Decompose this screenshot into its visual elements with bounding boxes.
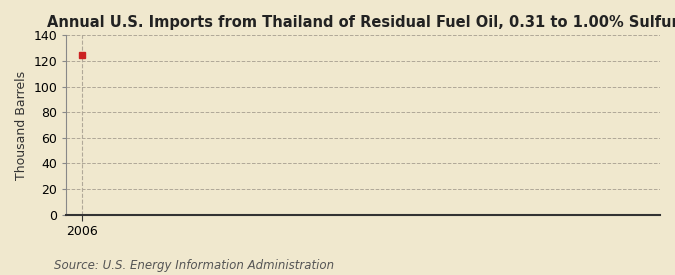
Y-axis label: Thousand Barrels: Thousand Barrels	[15, 70, 28, 180]
Title: Annual U.S. Imports from Thailand of Residual Fuel Oil, 0.31 to 1.00% Sulfur: Annual U.S. Imports from Thailand of Res…	[47, 15, 675, 30]
Text: Source: U.S. Energy Information Administration: Source: U.S. Energy Information Administ…	[54, 259, 334, 272]
